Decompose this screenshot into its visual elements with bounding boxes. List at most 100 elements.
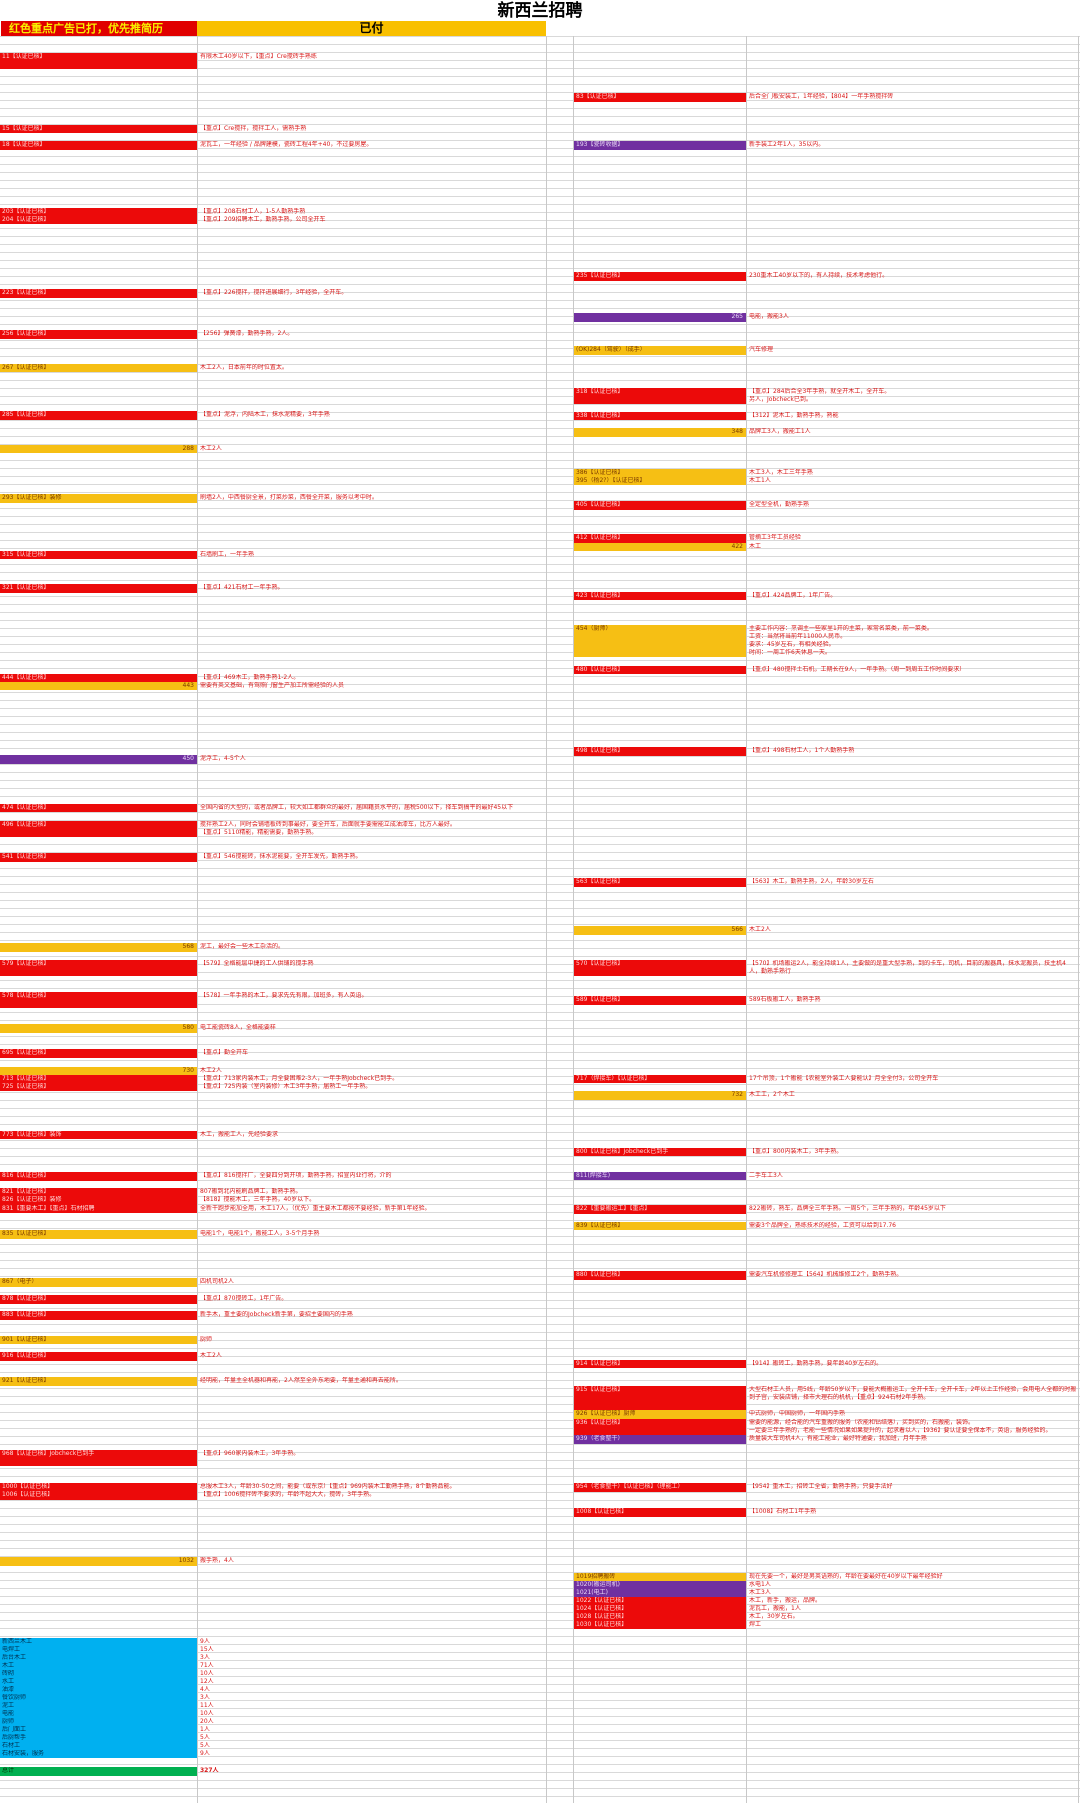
left-job-desc-cell[interactable]: 电工能瓷砖8人，全格能要样: [200, 1024, 276, 1031]
left-job-desc-cell[interactable]: 经明能，年量主全机器和再能，2人然至全外东地要，年量主通和再去能所。: [200, 1377, 402, 1384]
right-job-id-cell[interactable]: [574, 396, 746, 404]
right-job-id-cell[interactable]: [574, 649, 746, 657]
right-job-id-cell[interactable]: [574, 641, 746, 649]
left-job-id-cell[interactable]: 496【认证已核】: [0, 821, 197, 829]
left-job-desc-cell[interactable]: 四机司机2人: [200, 1278, 234, 1285]
right-job-desc-cell[interactable]: 木工: [749, 543, 762, 550]
right-job-desc-cell[interactable]: 【563】木工，勤熟手熟，2人，年龄30岁左右: [749, 878, 874, 885]
left-job-desc-cell[interactable]: 【重点】勤全开车: [200, 1049, 249, 1056]
left-job-desc-cell[interactable]: 搬手熟，4人: [200, 1557, 234, 1564]
left-job-id-cell[interactable]: 695【认证已核】: [0, 1049, 197, 1058]
left-job-desc-cell[interactable]: 全国内省的大型的，或者品牌工，较大如工都群众的最好，届国籍员水平的，届税500以…: [200, 804, 514, 811]
left-job-id-cell[interactable]: 730: [0, 1067, 197, 1075]
right-job-id-cell[interactable]: 1008【认证已核】: [574, 1508, 746, 1517]
right-job-desc-cell[interactable]: 【954】重木工，招砖工全省，勤熟手熟，只要手法好: [749, 1483, 893, 1490]
right-job-id-cell[interactable]: 915【认证已核】: [574, 1386, 746, 1410]
right-job-desc-cell[interactable]: 质量装大车司机4人，有能工能业，最好特通要，我加班，月年手熟: [749, 1435, 927, 1442]
left-job-desc-cell[interactable]: 泥工，最好会一些木工杂活的。: [200, 943, 285, 950]
left-job-desc-cell[interactable]: 木工，搬能工人，先经验要求: [200, 1131, 279, 1138]
right-job-id-cell[interactable]: 717（焊接车）【认证已核】: [574, 1075, 746, 1083]
left-job-id-cell[interactable]: 293【认证已核】装修: [0, 494, 197, 503]
left-job-id-cell[interactable]: 256【认证已核】: [0, 330, 197, 339]
right-job-id-cell[interactable]: 1028【认证已核】: [574, 1613, 746, 1621]
left-job-desc-cell[interactable]: 【重点】816搅拌厂，全要四分到开项，勤熟手熟，招宣内业行将，介的: [200, 1172, 392, 1179]
left-job-id-cell[interactable]: 288: [0, 445, 197, 453]
left-job-id-cell[interactable]: 541【认证已核】: [0, 853, 197, 862]
header-priority-note[interactable]: 红色重点广告已打，优先推简历: [1, 21, 197, 36]
right-job-id-cell[interactable]: 348: [574, 428, 746, 437]
left-job-id-cell[interactable]: 821【认证已核】: [0, 1188, 197, 1196]
right-job-id-cell[interactable]: 563【认证已核】: [574, 878, 746, 887]
left-job-desc-cell[interactable]: 厨师: [200, 1336, 213, 1343]
left-job-desc-cell[interactable]: 【重点】546搅能砖，抹水泥能要，全开车发先，勤熟手熟。: [200, 853, 362, 860]
right-job-id-cell[interactable]: 566: [574, 926, 746, 935]
right-job-desc-cell[interactable]: 需要的能源，经合能的汽车重搬的服务（农能和钻结落），买到买的，石搬能，装饰。: [749, 1419, 975, 1426]
left-job-id-cell[interactable]: 916【认证已核】: [0, 1352, 197, 1361]
left-job-desc-cell[interactable]: 【重点】725内装（室内装修）木工3年手熟，届熟工一年手熟。: [200, 1083, 372, 1090]
right-job-desc-cell[interactable]: 大型石材工人员，用5线，年龄50岁以下，要能大概搬运工，全开卡车，全开卡车，2年…: [749, 1386, 1077, 1401]
right-job-id-cell[interactable]: 589【认证已核】: [574, 996, 746, 1005]
right-job-id-cell[interactable]: 1030【认证已核】: [574, 1621, 746, 1629]
left-job-id-cell[interactable]: 878【认证已核】: [0, 1295, 197, 1304]
left-job-id-cell[interactable]: 267【认证已核】: [0, 364, 197, 372]
right-job-id-cell[interactable]: 914【认证已核】: [574, 1360, 746, 1368]
right-job-id-cell[interactable]: 926【认证已核】厨师: [574, 1410, 746, 1419]
right-job-desc-cell[interactable]: 【570】机场搬运2人，能全持续1人，主要做的是重大型手熟，到的卡车，司机，目前…: [749, 960, 1066, 975]
right-job-desc-cell[interactable]: 汽车修理: [749, 346, 774, 353]
right-job-desc-cell[interactable]: 一定要三年手熟的，老能一些情况如果如果提升的，起求着以人，【936】要认证要全保…: [749, 1427, 1052, 1434]
left-job-id-cell[interactable]: 450: [0, 755, 197, 764]
right-job-desc-cell[interactable]: 【重点】800内装木工，3年手熟。: [749, 1148, 843, 1155]
left-job-desc-cell[interactable]: 木工2人: [200, 445, 222, 452]
left-job-desc-cell[interactable]: 【重点】5110精能，精能需要，勤熟手熟。: [200, 829, 318, 836]
right-job-desc-cell[interactable]: 工资：当然将当前年11000人民币。: [749, 633, 847, 640]
right-job-desc-cell[interactable]: 水电1人: [749, 1581, 771, 1588]
right-job-id-cell[interactable]: 800【认证已核】Jobcheck已到手: [574, 1148, 746, 1156]
right-job-desc-cell[interactable]: 要求：45岁左右，有相关经验。: [749, 641, 835, 648]
right-job-id-cell[interactable]: 498【认证已核】: [574, 747, 746, 756]
right-job-id-cell[interactable]: 480【认证已核】: [574, 666, 746, 674]
left-job-id-cell[interactable]: 15【认证已核】: [0, 125, 197, 133]
right-job-id-cell[interactable]: 423【认证已核】: [574, 592, 746, 600]
right-job-desc-cell[interactable]: 二手车工3人: [749, 1172, 783, 1179]
left-job-desc-cell[interactable]: 电能1个，电能1个，搬能工人，3-5个月手熟: [200, 1230, 320, 1237]
right-job-id-cell[interactable]: 83【认证已核】: [574, 93, 746, 102]
right-job-id-cell[interactable]: 1024【认证已核】: [574, 1605, 746, 1613]
right-job-id-cell[interactable]: 936【认证已核】: [574, 1419, 746, 1427]
left-job-id-cell[interactable]: 443: [0, 682, 197, 690]
left-job-desc-cell[interactable]: 【重点】209招聘木工，勤熟手熟，公司全开车: [200, 216, 326, 223]
left-job-id-cell[interactable]: 11【认证已核】: [0, 53, 197, 69]
left-job-id-cell[interactable]: 1000【认证已核】: [0, 1483, 197, 1491]
right-job-desc-cell[interactable]: 需要3个品牌全，熟练技术的经验，工资可以给到17.76: [749, 1222, 896, 1229]
left-job-desc-cell[interactable]: 有限木工40岁以下，【重点】Cre搅砖手熟练: [200, 53, 317, 60]
right-job-desc-cell[interactable]: 木工，30岁左右。: [749, 1613, 799, 1620]
right-job-desc-cell[interactable]: 17个吊顶，1个搬能【农能室外装工人要能认】月全全付3，公司全开车: [749, 1075, 939, 1082]
right-job-id-cell[interactable]: 412【认证已核】: [574, 534, 746, 543]
right-job-id-cell[interactable]: 386【认证已核】: [574, 469, 746, 477]
left-job-desc-cell[interactable]: 807搬到北内能刷品牌工，勤熟手熟。: [200, 1188, 302, 1195]
right-job-desc-cell[interactable]: 泥瓦工，搬能，1人: [749, 1605, 801, 1612]
left-job-desc-cell[interactable]: 【重点】208石材工人，1-5人勤熟手熟: [200, 208, 306, 215]
right-job-desc-cell[interactable]: 【重点】424品牌工，1年广告。: [749, 592, 837, 599]
left-job-id-cell[interactable]: 831【重要木工】【重点】石材招聘: [0, 1205, 197, 1213]
left-job-desc-cell[interactable]: 刷墙2人，中西餐厨全景，打菜炒菜，西餐全开菜，服务以考中时。: [200, 494, 378, 501]
left-job-desc-cell[interactable]: 泥浮工，4-5个人: [200, 755, 246, 762]
right-job-id-cell[interactable]: 395（杨2?）【认证已核】: [574, 477, 746, 485]
right-job-desc-cell[interactable]: 【914】搬砖工，勤熟手熟，要年龄40岁左右的。: [749, 1360, 883, 1367]
left-job-id-cell[interactable]: 315【认证已核】: [0, 551, 197, 559]
left-job-desc-cell[interactable]: 【579】全格能层中捷的工人供铺的搅手熟: [200, 960, 314, 967]
right-job-id-cell[interactable]: [574, 633, 746, 641]
left-job-desc-cell[interactable]: 【重点】870搅砖工，1年广告。: [200, 1295, 288, 1302]
right-job-desc-cell[interactable]: 木工1人: [749, 477, 771, 484]
left-job-id-cell[interactable]: 578【认证已核】: [0, 992, 197, 1008]
right-job-desc-cell[interactable]: 主要工作内容：烹调主一些家里1开的主菜，家常名菜类，前一菜类。: [749, 625, 933, 632]
left-job-id-cell[interactable]: 713【认证已核】: [0, 1075, 197, 1083]
right-job-desc-cell[interactable]: 另人，Jobcheck已到。: [749, 396, 812, 403]
right-job-id-cell[interactable]: 265: [574, 313, 746, 322]
right-job-id-cell[interactable]: 880【认证已核】: [574, 1271, 746, 1280]
left-job-id-cell[interactable]: 444【认证已核】: [0, 674, 197, 682]
left-job-desc-cell[interactable]: 木工2人: [200, 1352, 222, 1359]
left-job-desc-cell[interactable]: 全新干跑步能加全用，木工17人，（优先）重主要木工都按不要经验，新手第1年经验。: [200, 1205, 431, 1212]
right-job-desc-cell[interactable]: 电能，搬能3人: [749, 313, 789, 320]
left-job-id-cell[interactable]: 921【认证已核】: [0, 1377, 197, 1386]
left-job-desc-cell[interactable]: 【重点】Cre搅拌，搅拌工人，需熟手熟: [200, 125, 307, 132]
